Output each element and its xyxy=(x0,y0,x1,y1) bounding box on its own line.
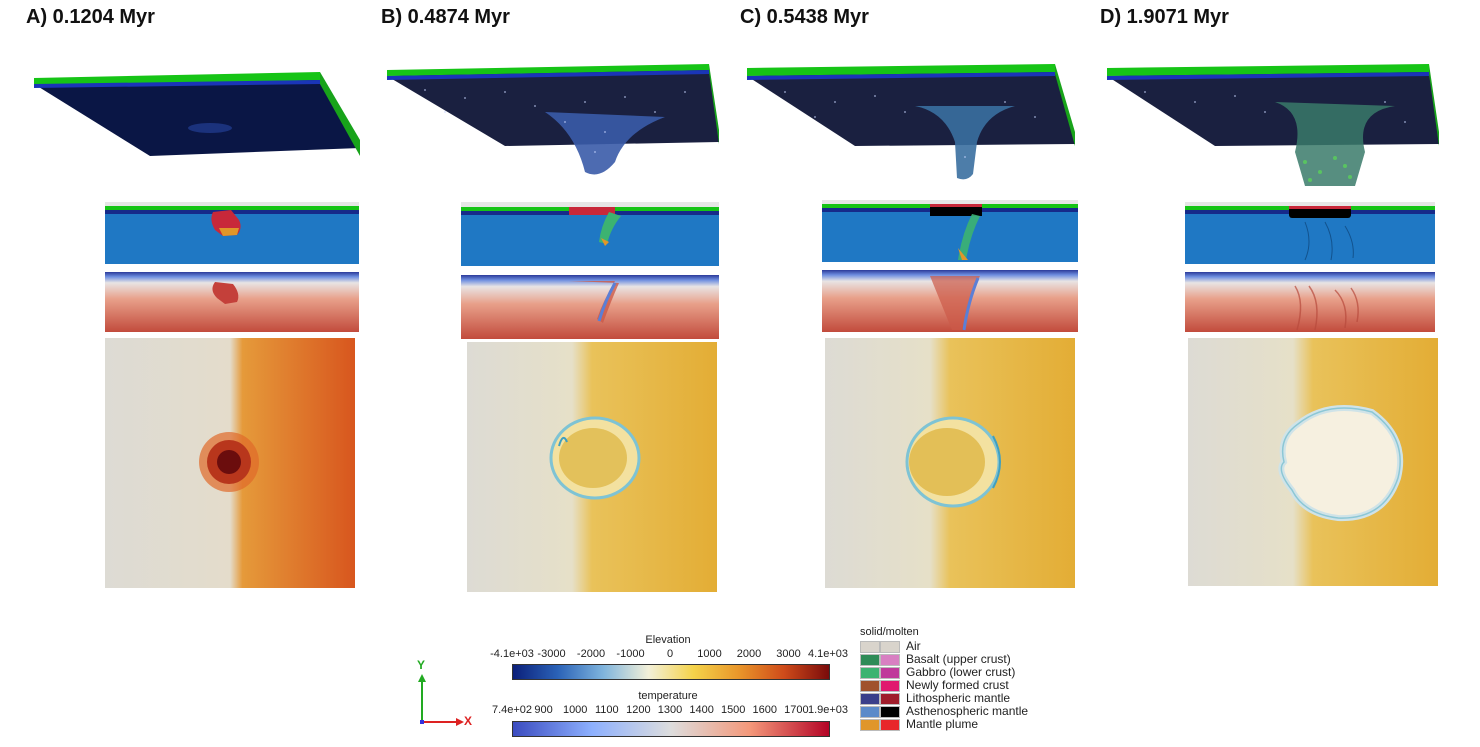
temperature-colorbar-title: temperature xyxy=(638,690,698,702)
panel-c-temperature-section xyxy=(822,270,1078,332)
legend-title: solid/molten xyxy=(860,626,919,638)
panel-c-elevation-map xyxy=(825,338,1075,588)
temperature-colorbar-ticks: 7.4e+02 900 1000 1100 1200 1300 1400 1500 1600 17… xyxy=(492,704,848,718)
legend-swatch-molten xyxy=(880,692,900,705)
legend-swatch-molten xyxy=(880,705,900,718)
legend-swatch-solid xyxy=(860,666,880,679)
legend-item: Gabbro (lower crust) xyxy=(860,666,1080,679)
legend-swatch-solid xyxy=(860,653,880,666)
legend-label: Basalt (upper crust) xyxy=(906,652,1011,666)
legend-swatch-solid xyxy=(860,705,880,718)
legend-swatch-molten xyxy=(880,653,900,666)
temperature-tick-label: 1200 xyxy=(626,704,651,716)
elevation-tick-label: -1000 xyxy=(616,648,645,660)
legend-item: Newly formed crust xyxy=(860,679,1080,692)
panel-a-title: A) 0.1204 Myr xyxy=(26,6,155,28)
temperature-colorbar-gradient xyxy=(512,721,830,737)
elevation-tick-label: 0 xyxy=(666,648,674,660)
elevation-colorbar-gradient xyxy=(512,664,830,680)
panel-a-3d-view xyxy=(34,72,360,156)
legend-item: Air xyxy=(860,640,1080,653)
temperature-tick-label: 1000 xyxy=(562,704,588,716)
legend-label: Asthenospheric mantle xyxy=(906,704,1029,718)
panel-d-title: D) 1.9071 Myr xyxy=(1100,6,1229,28)
y-axis-label: Y xyxy=(417,658,426,672)
temperature-tick-label: 900 xyxy=(534,704,553,716)
elevation-tick-label: 4.1e+03 xyxy=(807,648,849,660)
panel-b-title: B) 0.4874 Myr xyxy=(381,6,510,28)
legend-label: Air xyxy=(906,639,921,653)
x-axis-label: X xyxy=(464,714,473,728)
legend-item: Basalt (upper crust) xyxy=(860,653,1080,666)
panel-b-temperature-section xyxy=(461,275,719,339)
elevation-tick-label: 1000 xyxy=(697,648,722,660)
temperature-tick-label: 1300 xyxy=(657,704,683,716)
panel-d-temperature-section xyxy=(1185,272,1435,332)
elevation-tick-label: 2000 xyxy=(736,648,762,660)
panel-d-3d-view xyxy=(1107,64,1439,186)
temperature-tick-label: 1.9e+03 xyxy=(807,704,849,716)
legend-swatch-solid xyxy=(860,640,880,653)
legend-item: Mantle plume xyxy=(860,718,1080,731)
temperature-tick-label: 1700 xyxy=(784,704,809,716)
panel-c-composition-section xyxy=(822,200,1078,262)
panel-c-3d-view xyxy=(747,64,1075,180)
material-legend: solid/molten Air Basalt (upper crust) Gabb… xyxy=(860,626,1080,731)
panel-b-composition-section xyxy=(461,202,719,266)
elevation-tick-label: -3000 xyxy=(537,648,566,660)
xy-axes-triad: Y X xyxy=(410,658,480,734)
legend-rows: Air Basalt (upper crust) Gabbro (lower cru… xyxy=(860,640,1080,731)
legend-swatch-solid xyxy=(860,679,880,692)
temperature-tick-label: 7.4e+02 xyxy=(491,704,533,716)
temperature-tick-label: 1600 xyxy=(752,704,778,716)
elevation-tick-label: -2000 xyxy=(576,648,606,660)
legend-item: Asthenospheric mantle xyxy=(860,705,1080,718)
legend-swatch-molten xyxy=(880,718,900,731)
legend-swatch-solid xyxy=(860,692,880,705)
legend-swatch-molten xyxy=(880,679,900,692)
elevation-colorbar-title: Elevation xyxy=(645,634,691,646)
panel-a-elevation-map xyxy=(105,338,355,588)
legend-item: Lithospheric mantle xyxy=(860,692,1080,705)
panel-d-composition-section xyxy=(1185,202,1435,264)
panel-b-elevation-map xyxy=(467,342,717,592)
legend-swatch-molten xyxy=(880,640,900,653)
panel-a-temperature-section xyxy=(105,272,359,332)
panel-b-3d-view xyxy=(387,64,719,175)
elevation-tick-label: -4.1e+03 xyxy=(490,648,534,660)
elevation-colorbar-ticks: -4.1e+03 -3000 -2000 -1000 0 1000 2000 3000 4.1e… xyxy=(490,648,848,662)
legend-label: Newly formed crust xyxy=(906,678,1009,692)
panel-a-composition-section xyxy=(105,202,359,264)
panel-d-elevation-map xyxy=(1188,338,1438,586)
legend-label: Mantle plume xyxy=(906,717,979,731)
legend-swatch-molten xyxy=(880,666,900,679)
axes-arrows xyxy=(418,674,464,726)
elevation-tick-label: 3000 xyxy=(776,648,801,660)
temperature-tick-label: 1100 xyxy=(594,704,619,716)
legend-swatch-solid xyxy=(860,718,880,731)
legend-label: Gabbro (lower crust) xyxy=(906,665,1016,679)
legend-label: Lithospheric mantle xyxy=(906,691,1011,705)
temperature-tick-label: 1400 xyxy=(689,704,714,716)
temperature-tick-label: 1500 xyxy=(720,704,746,716)
panel-c-title: C) 0.5438 Myr xyxy=(740,6,869,28)
